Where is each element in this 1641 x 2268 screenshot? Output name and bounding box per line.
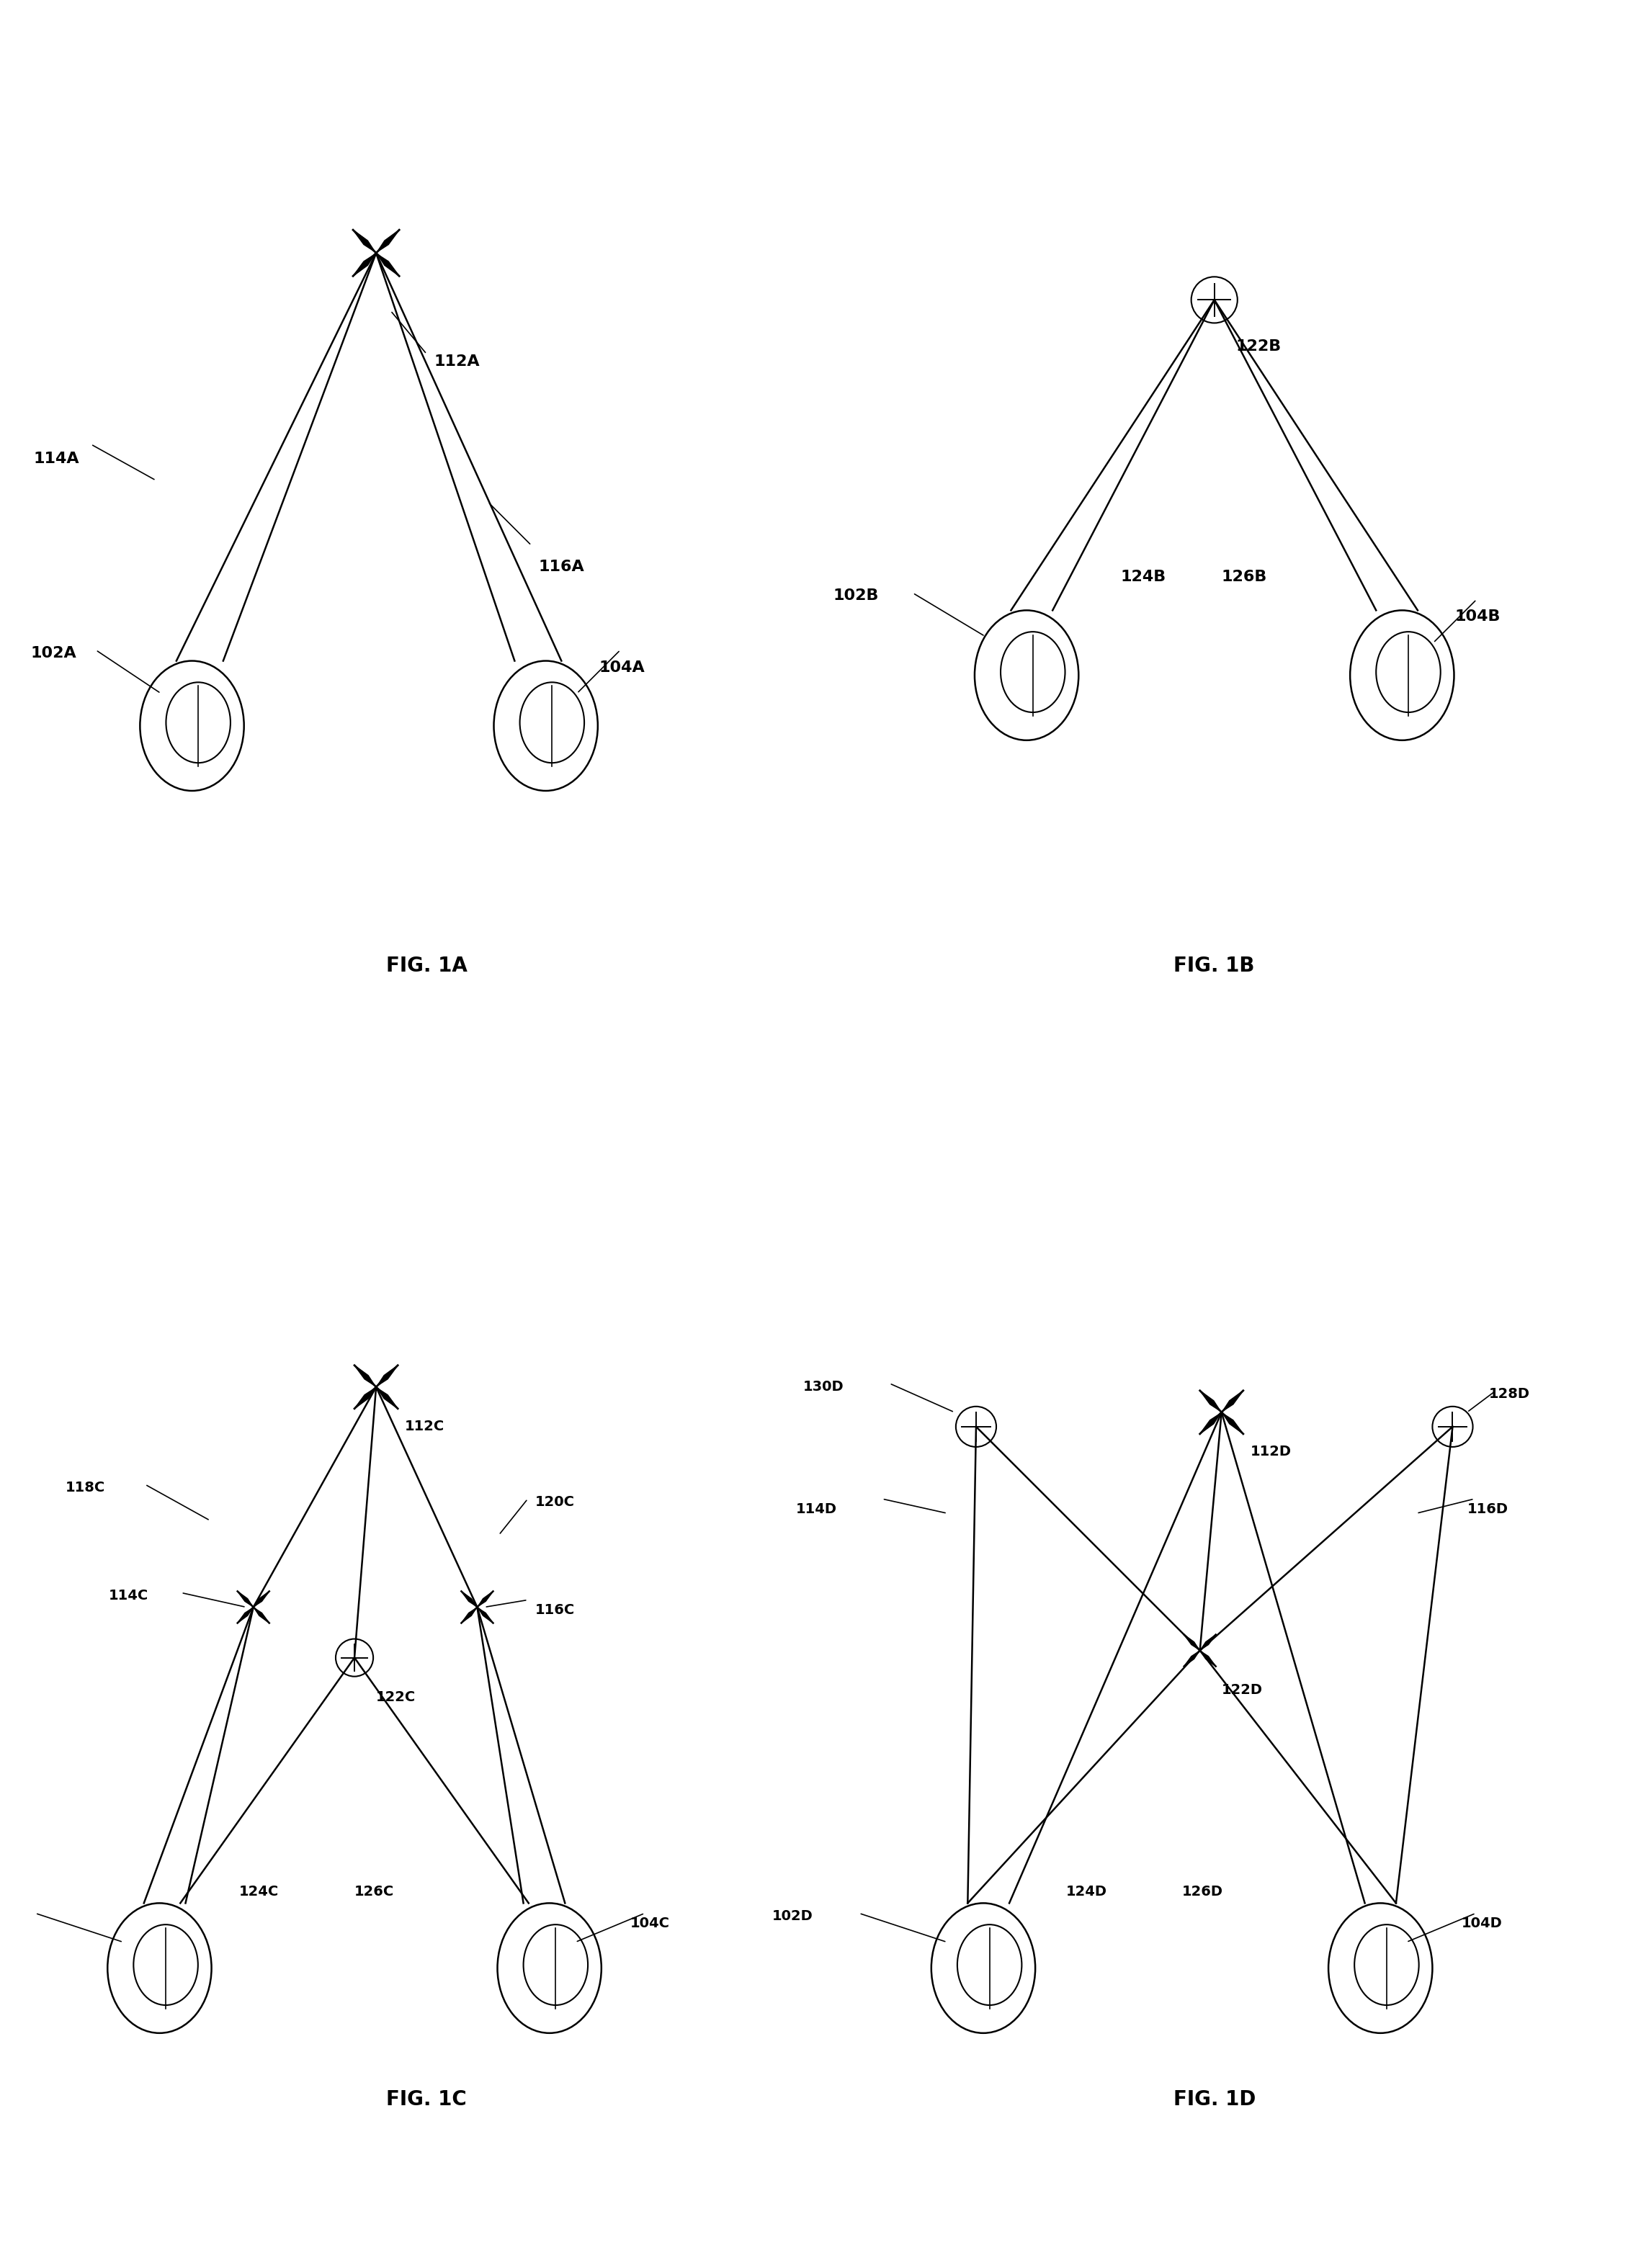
Polygon shape (238, 1592, 253, 1606)
Text: 104C: 104C (630, 1916, 670, 1930)
Polygon shape (1200, 1413, 1221, 1433)
Text: FIG. 1A: FIG. 1A (386, 955, 468, 975)
Text: 126C: 126C (354, 1885, 394, 1898)
Polygon shape (478, 1608, 492, 1624)
Polygon shape (1201, 1635, 1216, 1649)
Polygon shape (478, 1592, 492, 1606)
Text: 114A: 114A (33, 451, 79, 465)
Polygon shape (1185, 1635, 1200, 1649)
Polygon shape (1201, 1651, 1216, 1667)
Text: 120C: 120C (535, 1495, 574, 1508)
Text: 116D: 116D (1467, 1501, 1508, 1517)
Polygon shape (353, 254, 374, 277)
Text: 122B: 122B (1236, 338, 1282, 354)
Polygon shape (238, 1608, 253, 1624)
Polygon shape (254, 1592, 269, 1606)
Text: FIG. 1C: FIG. 1C (386, 2089, 468, 2109)
Text: 130D: 130D (802, 1379, 843, 1393)
Polygon shape (461, 1608, 476, 1624)
Text: 124B: 124B (1121, 569, 1167, 585)
Polygon shape (1223, 1413, 1244, 1433)
Text: 122D: 122D (1221, 1683, 1262, 1696)
Polygon shape (377, 229, 399, 252)
Text: 122C: 122C (376, 1690, 415, 1703)
Polygon shape (354, 1388, 376, 1408)
Polygon shape (461, 1592, 476, 1606)
Text: 102A: 102A (31, 646, 77, 660)
Text: 102D: 102D (773, 1910, 814, 1923)
Text: 126D: 126D (1182, 1885, 1223, 1898)
Text: 114D: 114D (796, 1501, 837, 1517)
Text: FIG. 1B: FIG. 1B (1173, 955, 1255, 975)
Text: 112C: 112C (405, 1420, 445, 1433)
Polygon shape (353, 229, 374, 252)
Text: 124C: 124C (240, 1885, 279, 1898)
Polygon shape (377, 1388, 397, 1408)
Text: 114C: 114C (108, 1590, 149, 1603)
Text: 116C: 116C (535, 1603, 574, 1617)
Text: 124D: 124D (1067, 1885, 1108, 1898)
Text: 116A: 116A (538, 560, 584, 574)
Text: 102B: 102B (834, 590, 880, 603)
Polygon shape (254, 1608, 269, 1624)
Text: 104B: 104B (1456, 610, 1500, 624)
Polygon shape (1223, 1390, 1244, 1411)
Polygon shape (377, 254, 399, 277)
Text: 112A: 112A (433, 354, 479, 367)
Text: 104A: 104A (599, 660, 645, 674)
Text: FIG. 1D: FIG. 1D (1173, 2089, 1255, 2109)
Polygon shape (354, 1365, 376, 1386)
Text: 128D: 128D (1488, 1388, 1529, 1402)
Polygon shape (1185, 1651, 1200, 1667)
Text: 112D: 112D (1250, 1445, 1291, 1458)
Text: 118C: 118C (66, 1481, 105, 1495)
Text: 126B: 126B (1221, 569, 1267, 585)
Text: 104D: 104D (1460, 1916, 1502, 1930)
Polygon shape (377, 1365, 397, 1386)
Polygon shape (1200, 1390, 1221, 1411)
